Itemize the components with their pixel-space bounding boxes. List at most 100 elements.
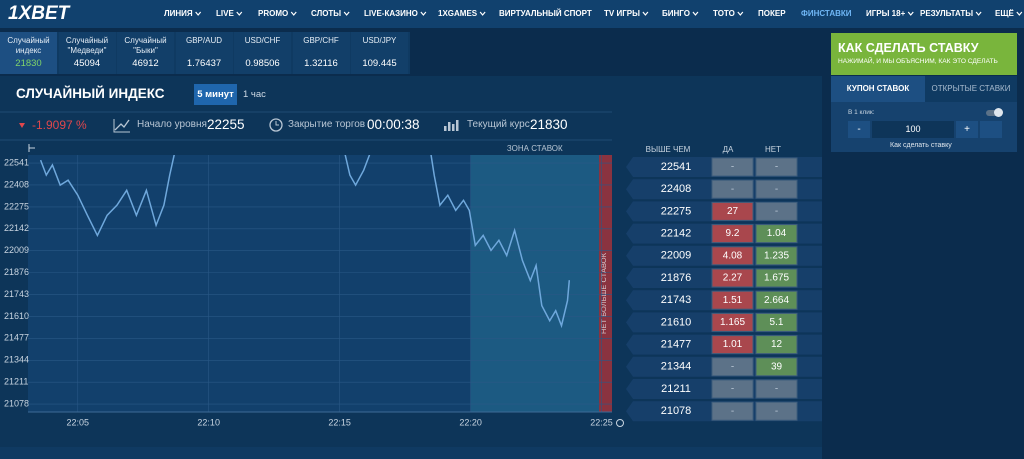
coupon-tab[interactable]: ОТКРЫТЫЕ СТАВКИ (925, 76, 1017, 102)
odds-cell[interactable] (755, 379, 798, 399)
rate-value: 21830 (530, 117, 568, 132)
nav-item[interactable]: ЕЩЁ (995, 9, 1014, 18)
level: 22275 (661, 205, 692, 217)
tab-label: GBP/AUD (185, 36, 222, 45)
plus-button[interactable]: + (956, 121, 978, 138)
level: 21078 (661, 405, 692, 417)
chevron (692, 11, 699, 16)
ruler-icon (28, 144, 35, 152)
y-tick-label: 21477 (4, 333, 29, 343)
tab-bg[interactable] (0, 32, 57, 74)
how-to-bg[interactable] (831, 33, 1017, 75)
tab-bg[interactable] (351, 32, 408, 74)
nav-item[interactable]: БИНГО (662, 9, 690, 18)
tab-value: 21830 (15, 58, 42, 69)
clock-icon (269, 118, 283, 132)
odds-cell[interactable] (755, 224, 798, 244)
odds: - (731, 406, 734, 417)
odds-cell[interactable] (711, 312, 754, 332)
nav-item[interactable]: ВИРТУАЛЬНЫЙ СПОРТ (499, 9, 592, 18)
odds-cell[interactable] (755, 179, 798, 199)
odds-cell[interactable] (711, 246, 754, 266)
x-tick-label: 22:25 (590, 417, 613, 427)
odds: - (775, 162, 778, 173)
odds-cell[interactable] (755, 357, 798, 377)
nav-item[interactable]: РЕЗУЛЬТАТЫ (920, 9, 974, 18)
period-button[interactable]: 5 минут (194, 84, 237, 105)
closed-label: НЕТ БОЛЬШЕ СТАВОК (599, 252, 608, 334)
odds-cell[interactable] (711, 379, 754, 399)
tab-bg[interactable] (292, 32, 350, 74)
odds-cell[interactable] (711, 268, 754, 288)
odds: 4.08 (723, 250, 743, 261)
clock-hands (275, 121, 279, 126)
odds-cell[interactable] (755, 290, 798, 310)
tab-bg[interactable] (117, 32, 174, 74)
tab-bg[interactable] (58, 32, 116, 74)
tab-bg[interactable] (175, 32, 233, 74)
y-tick-label: 21743 (4, 289, 29, 299)
odds-cell[interactable] (711, 179, 754, 199)
y-tick-label: 22541 (4, 157, 29, 167)
change: -1.9097 % (32, 118, 87, 132)
nav-item[interactable]: PROMO (258, 9, 289, 18)
level: 21344 (661, 361, 692, 373)
nav-item[interactable]: ФИНСТАВКИ (801, 9, 852, 18)
bars-icon (456, 120, 459, 131)
odds-cell[interactable] (711, 335, 754, 355)
chevron (737, 11, 744, 16)
nav-item[interactable]: СЛОТЫ (311, 9, 342, 18)
toggle[interactable] (986, 110, 1000, 116)
footer-strip (0, 447, 822, 459)
toggle-knob (994, 108, 1003, 117)
odds-cell[interactable] (711, 201, 754, 221)
odds-cell[interactable] (755, 335, 798, 355)
level: 21477 (661, 339, 692, 351)
odds-cell[interactable] (711, 401, 754, 421)
odds-cell[interactable] (711, 290, 754, 310)
nav-item[interactable]: 1XGAMES (438, 9, 478, 18)
down-arrow (19, 123, 25, 128)
help-link[interactable]: Как сделать ставку (890, 142, 952, 149)
odds-cell[interactable] (755, 157, 798, 177)
nav-item[interactable]: ИГРЫ 18+ (866, 9, 906, 18)
nav-item[interactable]: ЛИНИЯ (164, 9, 193, 18)
odds-cell[interactable] (755, 268, 798, 288)
chevron (975, 11, 982, 16)
level: 21211 (661, 383, 691, 395)
table-header: ВЫШЕ ЧЕМ (646, 145, 691, 154)
nav-item[interactable]: ТОТО (713, 9, 735, 18)
tab-value: 45094 (73, 58, 101, 69)
period-button[interactable]: 1 час (243, 89, 266, 100)
coupon-tab[interactable]: КУПОН СТАВОК (831, 76, 925, 102)
nav-item[interactable]: TV ИГРЫ (604, 9, 640, 18)
nav-item[interactable]: ПОКЕР (758, 9, 786, 18)
odds-cell[interactable] (755, 312, 798, 332)
y-tick-label: 22009 (4, 245, 29, 255)
zone-label: ЗОНА СТАВОК (507, 144, 563, 153)
logo: 1XBET (8, 3, 70, 24)
tab-value: 1.32116 (304, 58, 338, 69)
odds-cell[interactable] (711, 224, 754, 244)
odds-cell[interactable] (711, 357, 754, 377)
start-value: 22255 (207, 117, 245, 132)
minus-button[interactable]: - (848, 121, 870, 138)
odds-cell[interactable] (711, 157, 754, 177)
nav-item[interactable]: LIVE (216, 9, 234, 18)
tab-bg[interactable] (234, 32, 291, 74)
chevron (236, 11, 243, 16)
table-header: ДА (723, 145, 734, 154)
confirm-button[interactable] (980, 121, 1002, 138)
tab-label: Случайный "Медведи" (65, 36, 109, 55)
one-click-label: В 1 клик: (848, 109, 875, 116)
amount-input[interactable]: 100 (872, 121, 954, 138)
odds-cell[interactable] (755, 246, 798, 266)
odds: 12 (771, 339, 783, 350)
nav-item[interactable]: LIVE-КАЗИНО (364, 9, 418, 18)
how-to-subtitle: НАЖИМАЙ, И МЫ ОБЪЯСНИМ, КАК ЭТО СДЕЛАТЬ (838, 58, 998, 65)
odds-cell[interactable] (755, 201, 798, 221)
odds: 27 (727, 206, 739, 217)
odds: - (731, 361, 734, 372)
bet-zone (470, 155, 599, 412)
odds-cell[interactable] (755, 401, 798, 421)
